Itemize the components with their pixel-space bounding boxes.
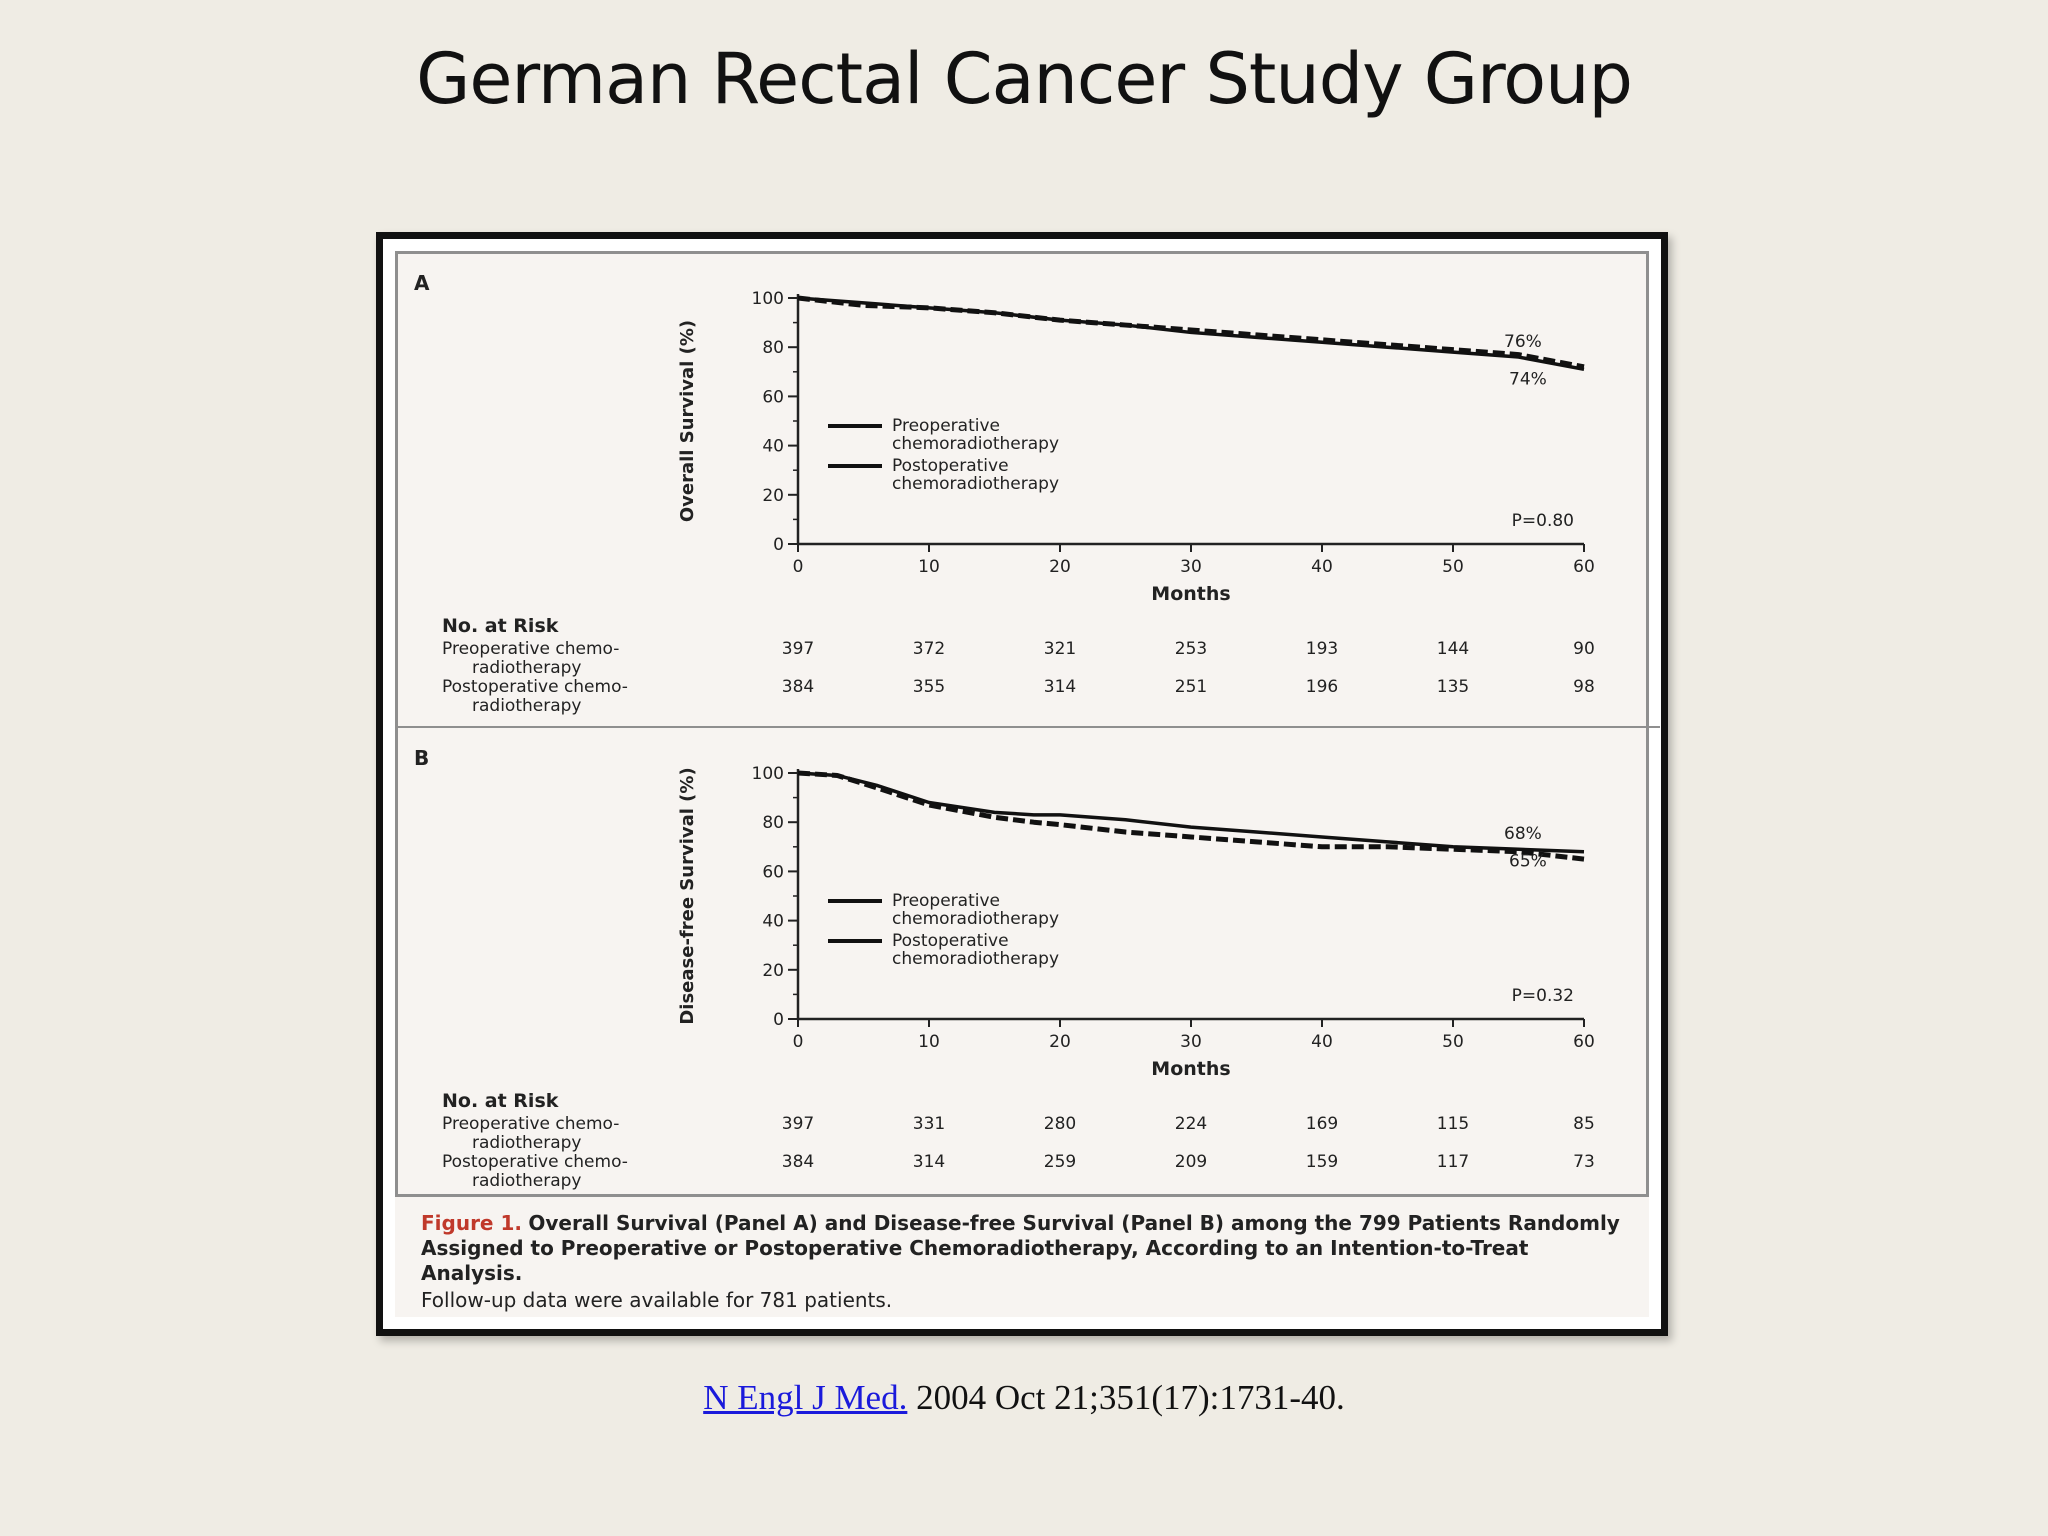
- risk-value: 384: [782, 677, 814, 697]
- end-label-lower: 65%: [1509, 852, 1547, 872]
- caption-label: Figure 1.: [421, 1211, 522, 1235]
- x-tick-label: 50: [1442, 557, 1464, 577]
- risk-value: 331: [913, 1114, 945, 1134]
- panel-letter: A: [414, 271, 430, 295]
- risk-value: 251: [1175, 677, 1207, 697]
- risk-row-label: Preoperative chemo-: [442, 1114, 619, 1134]
- p-value: P=0.80: [1512, 511, 1574, 531]
- risk-value: 397: [782, 1114, 814, 1134]
- journal-link[interactable]: N Engl J Med.: [703, 1378, 908, 1417]
- risk-row-label-cont: radiotherapy: [472, 1133, 581, 1153]
- x-tick-label: 60: [1573, 1032, 1595, 1052]
- risk-value: 355: [913, 677, 945, 697]
- y-tick-label: 0: [773, 535, 784, 555]
- x-tick-label: 0: [793, 1032, 804, 1052]
- series-line-preoperative: [797, 771, 1585, 854]
- slide-title: German Rectal Cancer Study Group: [416, 38, 1633, 120]
- risk-row-label-cont: radiotherapy: [472, 696, 581, 716]
- risk-value: 90: [1573, 639, 1595, 659]
- x-tick-label: 40: [1311, 557, 1333, 577]
- x-tick-label: 60: [1573, 557, 1595, 577]
- y-tick-label: 60: [762, 862, 784, 882]
- legend-label: Preoperative: [892, 891, 1000, 911]
- x-axis-label: Months: [1151, 583, 1230, 605]
- risk-value: 98: [1573, 677, 1595, 697]
- risk-value: 169: [1306, 1114, 1338, 1134]
- figure-caption: Figure 1. Overall Survival (Panel A) and…: [395, 1194, 1649, 1317]
- y-tick-label: 20: [762, 486, 784, 506]
- x-tick-label: 40: [1311, 1032, 1333, 1052]
- risk-value: 321: [1044, 639, 1076, 659]
- risk-row-label: Postoperative chemo-: [442, 677, 628, 697]
- risk-value: 314: [913, 1152, 945, 1172]
- y-tick-label: 40: [762, 437, 784, 457]
- x-tick-label: 10: [918, 1032, 940, 1052]
- figure-frame: A 0 20 40 60 80 100 0 10 20 30 40 50 60 Months Overall …: [376, 232, 1668, 1336]
- risk-value: 159: [1306, 1152, 1338, 1172]
- legend-label-cont: chemoradiotherapy: [892, 434, 1059, 454]
- risk-value: 196: [1306, 677, 1338, 697]
- x-tick-label: 50: [1442, 1032, 1464, 1052]
- risk-value: 135: [1437, 677, 1469, 697]
- risk-row-label: Postoperative chemo-: [442, 1152, 628, 1172]
- y-axis-label: Disease-free Survival (%): [677, 767, 698, 1024]
- risk-value: 280: [1044, 1114, 1076, 1134]
- legend-label: Postoperative: [892, 456, 1009, 476]
- y-tick-label: 40: [762, 912, 784, 932]
- citation: N Engl J Med. 2004 Oct 21;351(17):1731-4…: [0, 1378, 2048, 1418]
- y-tick-label: 100: [752, 764, 784, 784]
- risk-value: 73: [1573, 1152, 1595, 1172]
- risk-value: 115: [1437, 1114, 1469, 1134]
- x-tick-label: 20: [1049, 557, 1071, 577]
- y-tick-label: 100: [752, 289, 784, 309]
- p-value: P=0.32: [1512, 986, 1574, 1006]
- end-label-lower: 74%: [1509, 369, 1547, 389]
- end-label-upper: 76%: [1504, 332, 1542, 352]
- risk-value: 117: [1437, 1152, 1469, 1172]
- series-line-preoperative: [797, 296, 1585, 372]
- x-tick-label: 10: [918, 557, 940, 577]
- figure-panel-area: A 0 20 40 60 80 100 0 10 20 30 40 50 60 Months Overall …: [395, 251, 1660, 1317]
- series-line-postoperative: [797, 295, 1585, 370]
- risk-row-label-cont: radiotherapy: [472, 1171, 581, 1191]
- x-tick-label: 20: [1049, 1032, 1071, 1052]
- caption-note: Follow-up data were available for 781 pa…: [421, 1288, 893, 1312]
- risk-row-label-cont: radiotherapy: [472, 658, 581, 678]
- legend-label-cont: chemoradiotherapy: [892, 949, 1059, 969]
- x-tick-label: 0: [793, 557, 804, 577]
- risk-value: 384: [782, 1152, 814, 1172]
- risk-value: 397: [782, 639, 814, 659]
- y-tick-label: 60: [762, 387, 784, 407]
- legend-label-cont: chemoradiotherapy: [892, 909, 1059, 929]
- y-tick-label: 80: [762, 813, 784, 833]
- risk-value: 224: [1175, 1114, 1207, 1134]
- caption-title: Overall Survival (Panel A) and Disease-f…: [421, 1211, 1620, 1285]
- risk-value: 144: [1437, 639, 1469, 659]
- series-line-postoperative: [797, 770, 1585, 862]
- end-label-upper: 68%: [1504, 824, 1542, 844]
- risk-table-title: No. at Risk: [442, 1090, 559, 1112]
- legend-label-cont: chemoradiotherapy: [892, 474, 1059, 494]
- risk-value: 259: [1044, 1152, 1076, 1172]
- risk-value: 253: [1175, 639, 1207, 659]
- legend-label: Preoperative: [892, 416, 1000, 436]
- risk-value: 193: [1306, 639, 1338, 659]
- y-tick-label: 80: [762, 338, 784, 358]
- y-axis-label: Overall Survival (%): [677, 320, 698, 522]
- risk-value: 314: [1044, 677, 1076, 697]
- x-tick-label: 30: [1180, 557, 1202, 577]
- y-tick-label: 0: [773, 1010, 784, 1030]
- citation-details: 2004 Oct 21;351(17):1731-40.: [907, 1378, 1345, 1417]
- x-axis-label: Months: [1151, 1058, 1230, 1080]
- legend-label: Postoperative: [892, 931, 1009, 951]
- risk-value: 85: [1573, 1114, 1595, 1134]
- panel-letter: B: [414, 746, 429, 770]
- x-tick-label: 30: [1180, 1032, 1202, 1052]
- risk-table-title: No. at Risk: [442, 615, 559, 637]
- risk-value: 372: [913, 639, 945, 659]
- risk-value: 209: [1175, 1152, 1207, 1172]
- risk-row-label: Preoperative chemo-: [442, 639, 619, 659]
- y-tick-label: 20: [762, 961, 784, 981]
